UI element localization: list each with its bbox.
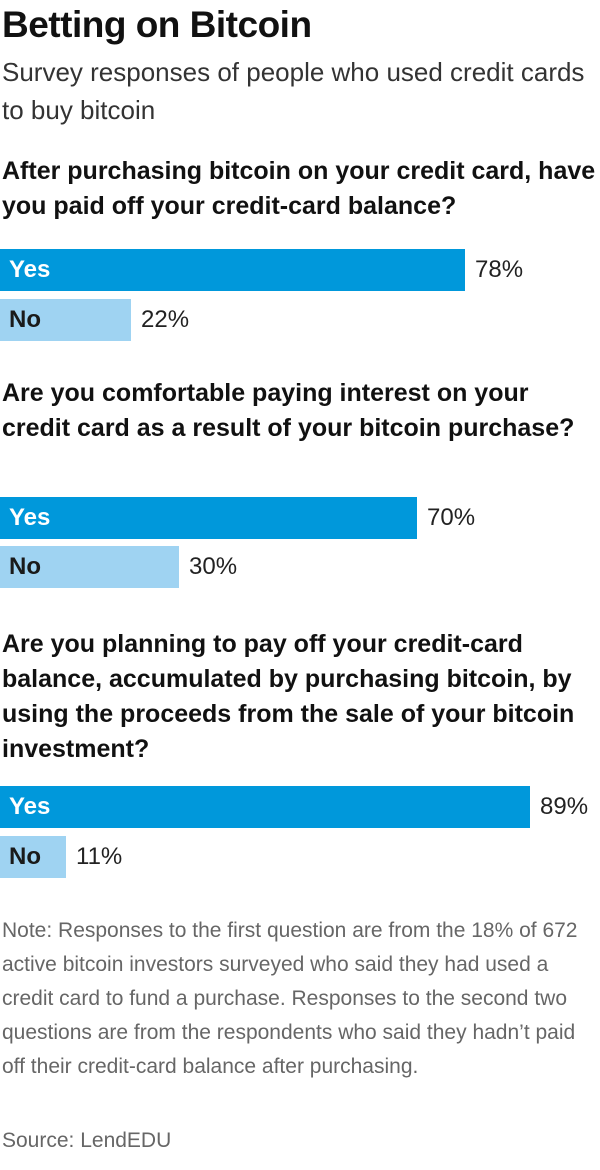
question-2-yes-row: Yes 70% [0, 497, 600, 539]
question-2-text: Are you comfortable paying interest on y… [2, 379, 575, 442]
footnote: Note: Responses to the first question ar… [2, 919, 578, 1078]
question-3-no-label: No [9, 843, 41, 870]
question-1-no-label: No [9, 306, 41, 333]
question-1-yes-label: Yes [9, 256, 51, 283]
question-2-yes-label: Yes [9, 504, 51, 531]
question-2-no-label: No [9, 553, 41, 580]
question-2-yes-bar [0, 497, 417, 539]
question-2-no-value: 30% [189, 553, 238, 580]
question-3-no-bar [0, 836, 66, 878]
question-1-yes-bar [0, 249, 465, 291]
question-2-no-row: No 30% [0, 546, 600, 588]
question-2-yes-value: 70% [427, 504, 476, 531]
chart-subtitle: Survey responses of people who used cred… [2, 57, 585, 125]
question-1-no-row: No 22% [0, 299, 600, 341]
question-1-no-bar [0, 299, 131, 341]
question-1-yes-value: 78% [475, 256, 524, 283]
question-3-yes-row: Yes 89% [0, 786, 600, 828]
question-1-no-value: 22% [141, 306, 190, 333]
question-1-yes-row: Yes 78% [0, 249, 600, 291]
question-3-yes-value: 89% [540, 793, 589, 820]
source-line: Source: LendEDU [2, 1129, 172, 1152]
question-3-no-row: No 11% [0, 836, 600, 878]
question-3-yes-label: Yes [9, 793, 51, 820]
question-3-text: Are you planning to pay off your credit-… [2, 630, 575, 763]
question-3-yes-bar [0, 786, 530, 828]
question-3-no-value: 11% [76, 843, 123, 870]
question-1-text: After purchasing bitcoin on your credit … [2, 157, 596, 220]
question-2-no-bar [0, 546, 179, 588]
chart-title: Betting on Bitcoin [2, 4, 312, 45]
